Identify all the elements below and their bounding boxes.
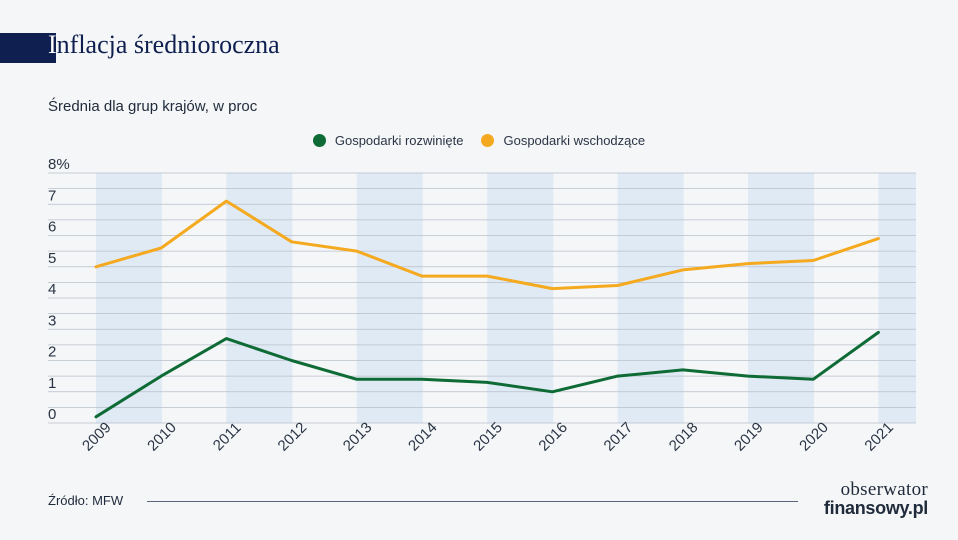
y-tick-label: 2 xyxy=(48,344,56,361)
x-tick-label: 2018 xyxy=(666,419,702,455)
legend-label-developed: Gospodarki rozwinięte xyxy=(334,133,464,148)
source-note: Źródło: MFW xyxy=(48,493,124,508)
x-tick-label: 2010 xyxy=(144,419,180,455)
y-tick-label: 1 xyxy=(48,375,56,392)
y-tick-label: 4 xyxy=(48,281,56,298)
page-title: Inflacja średnioroczna xyxy=(48,30,280,60)
y-tick-label: 8% xyxy=(48,156,70,173)
legend-dot-developed xyxy=(312,134,326,147)
x-tick-label: 2012 xyxy=(275,419,311,455)
legend-dot-emerging xyxy=(481,134,495,147)
x-tick-label: 2019 xyxy=(731,419,767,455)
y-tick-label: 5 xyxy=(48,250,56,267)
x-tick-label: 2017 xyxy=(601,419,637,455)
x-tick-label: 2015 xyxy=(470,419,506,455)
y-tick-label: 0 xyxy=(48,406,56,423)
legend-item-emerging: Gospodarki wschodzące xyxy=(481,133,645,148)
x-tick-label: 2021 xyxy=(861,419,897,455)
title-rest: nflacja średnioroczna xyxy=(56,30,280,59)
y-tick-label: 3 xyxy=(48,312,56,329)
chart-legend: Gospodarki rozwinięte Gospodarki wschodz… xyxy=(0,133,958,148)
footer-divider xyxy=(147,501,798,502)
legend-item-developed: Gospodarki rozwinięte xyxy=(312,133,464,148)
legend-label-emerging: Gospodarki wschodzące xyxy=(503,133,646,148)
y-tick-label: 7 xyxy=(48,187,56,204)
x-tick-label: 2011 xyxy=(210,419,245,454)
title-initial: I xyxy=(48,30,57,59)
x-tick-label: 2009 xyxy=(79,419,115,455)
x-tick-label: 2013 xyxy=(340,419,376,455)
logo-line-2: finansowy.pl xyxy=(823,498,928,518)
x-tick-label: 2014 xyxy=(405,419,441,455)
brand-logo: obserwator finansowy.pl xyxy=(808,480,928,518)
logo-line-1: obserwator xyxy=(840,479,928,500)
x-tick-label: 2020 xyxy=(796,419,832,455)
title-accent-bar xyxy=(0,33,56,63)
chart-subtitle: Średnia dla grup krajów, w proc xyxy=(48,98,258,115)
x-tick-label: 2016 xyxy=(535,419,571,455)
y-tick-label: 6 xyxy=(48,219,56,236)
